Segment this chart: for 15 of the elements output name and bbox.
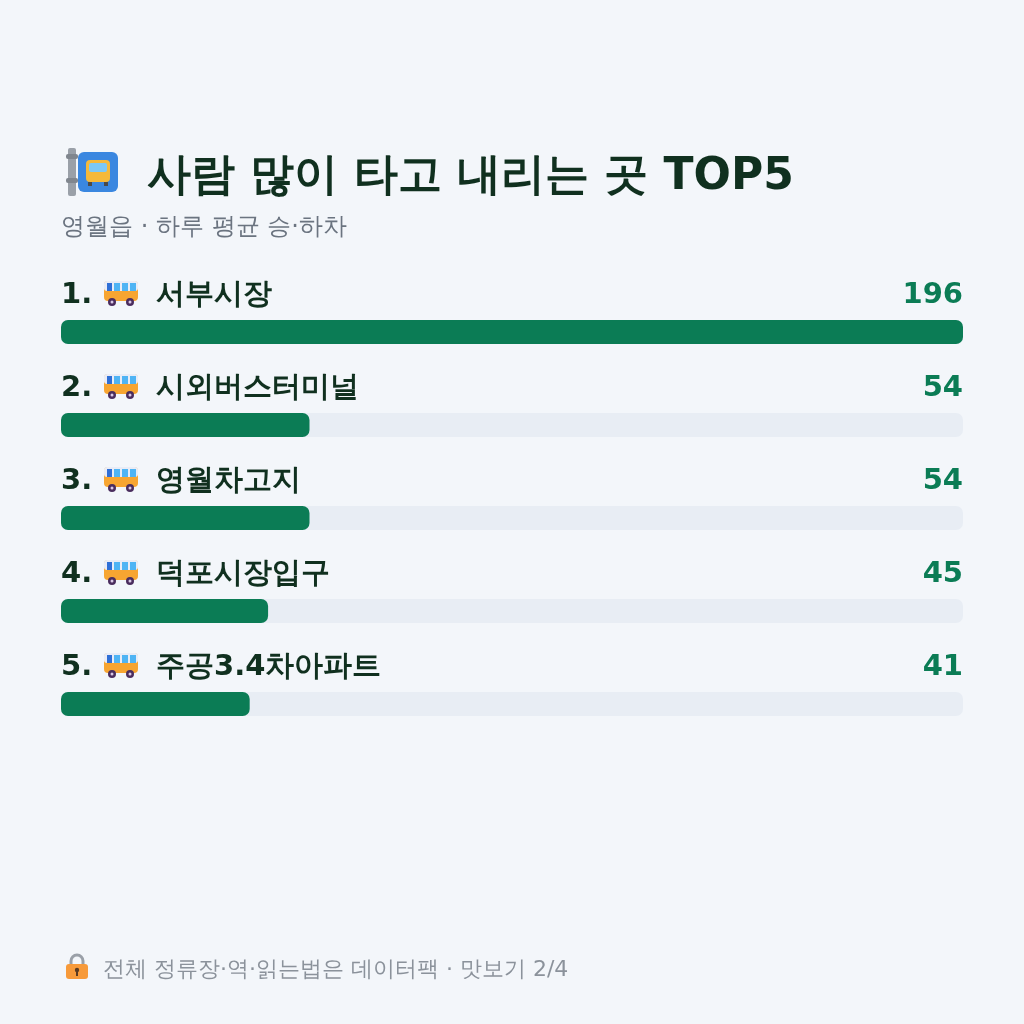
category-label: 5. 주공3.4차아파트 bbox=[61, 648, 382, 682]
category-label: 3. 영월차고지 bbox=[61, 462, 301, 496]
category-label: 2. 시외버스터미널 bbox=[61, 369, 359, 403]
data-label: 45 bbox=[922, 555, 963, 589]
data-label: 54 bbox=[922, 462, 963, 496]
category-label: 1. 서부시장 bbox=[61, 276, 272, 310]
data-label: 54 bbox=[922, 369, 963, 403]
data-label: 41 bbox=[922, 648, 963, 682]
chart-subtitle: 영월읍 · 하루 평균 승·하차 bbox=[61, 212, 347, 240]
text: 전체 정류장·역·읽는법은 데이터팩 · 맛보기 2/4 bbox=[103, 956, 569, 981]
bar bbox=[61, 692, 250, 716]
bar bbox=[61, 599, 269, 623]
category-label: 4. 덕포시장입구 bbox=[61, 555, 330, 589]
data-label: 196 bbox=[902, 276, 963, 310]
chart-title: 사람 많이 타고 내리는 곳 TOP5 bbox=[147, 148, 794, 199]
